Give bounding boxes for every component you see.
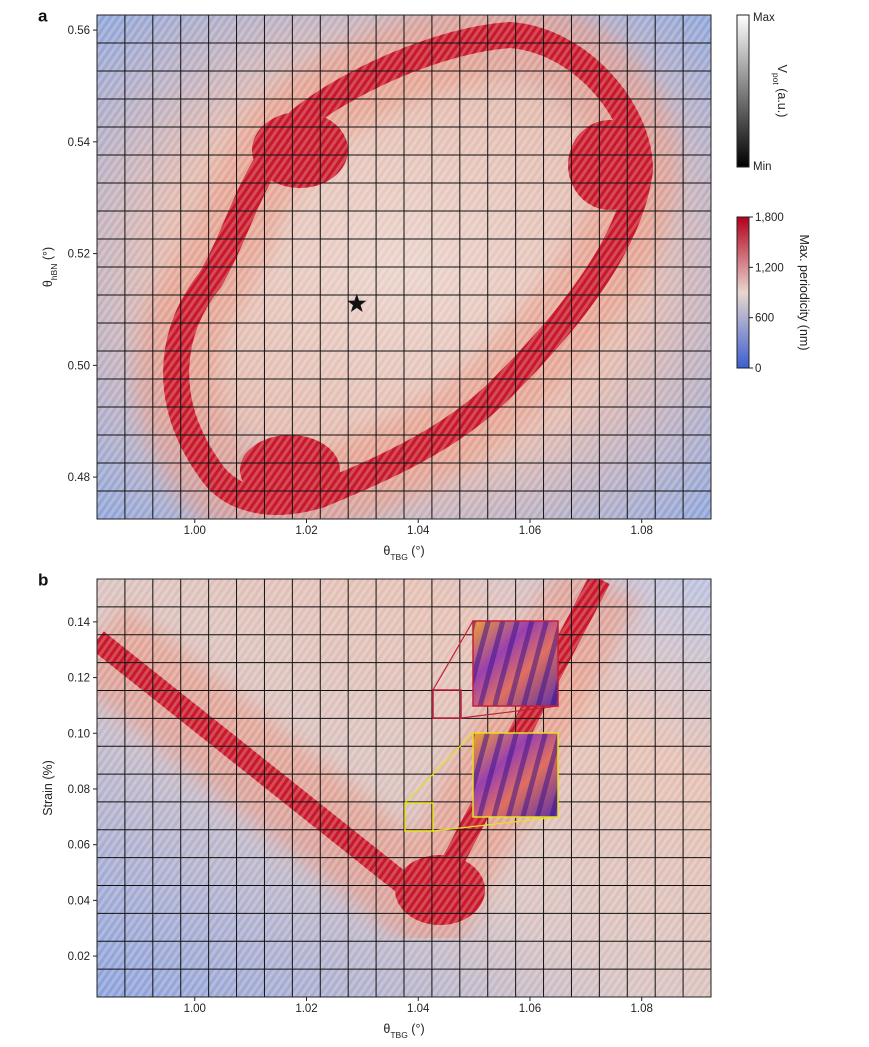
axis-label-part: (°) [41,247,55,264]
axis-label: Strain (%) [41,760,55,816]
inset [404,732,559,832]
plot-frame [96,578,712,998]
y-tick-label: 0.14 [68,617,91,629]
axis-label-part: pot [771,73,781,85]
colorbar-tick-label: 600 [755,313,774,325]
axis-label-part: TBG [390,552,407,562]
y-tick-label: 0.52 [68,249,90,261]
y-tick-label: 0.06 [68,840,90,852]
y-tick-label: 0.54 [68,137,91,149]
y-tick-label: 0.50 [68,360,90,372]
axis-label: θTBG (°) [383,1022,424,1040]
x-tick-label: 1.02 [295,1003,317,1015]
y-tick-label: 0.56 [68,25,90,37]
x-tick-label: 1.02 [295,525,317,537]
x-tick-label: 1.00 [184,1003,206,1015]
colorbar-tick-label: Max [753,12,775,24]
plot-frame [96,14,712,520]
heatmap-image [97,15,711,519]
axis-label-part: (°) [408,544,425,558]
x-tick-label: 1.04 [407,525,430,537]
x-tick-label: 1.06 [519,525,541,537]
star-marker [347,293,367,312]
axis-label: Vpot (a.u.) [771,65,789,118]
colorbar [736,14,750,168]
axis-label-part: (a.u.) [775,85,789,118]
x-tick-label: 1.00 [184,525,206,537]
y-tick-label: 0.08 [68,784,90,796]
axis-label-part: V [775,65,789,74]
colorbar-tick-label: 1,200 [755,262,784,274]
y-tick-label: 0.48 [68,472,90,484]
x-tick-label: 1.08 [631,525,653,537]
axis-label-part: θ [383,544,390,558]
axis-label-part: (°) [408,1022,425,1036]
y-tick-label: 0.04 [68,895,91,907]
panel-label: b [38,570,48,589]
axis-label-part: θ [41,280,55,287]
y-tick-label: 0.10 [68,728,90,740]
colorbar [736,216,750,369]
axis-label: Max. periodicity (nm) [797,235,811,351]
colorbar-tick-label: Min [753,161,772,173]
axis-label-part: TBG [390,1030,407,1040]
y-tick-label: 0.12 [68,673,90,685]
x-tick-label: 1.08 [631,1003,653,1015]
x-tick-label: 1.04 [407,1003,430,1015]
axis-label-part: θ [383,1022,390,1036]
heatmap-image [97,579,711,997]
inset [432,620,559,719]
x-tick-label: 1.06 [519,1003,541,1015]
colorbar-tick-label: 1,800 [755,212,784,224]
panel-label: a [38,6,48,25]
y-tick-label: 0.02 [68,951,90,963]
axis-label: θTBG (°) [383,544,424,562]
colorbar-tick-label: 0 [755,363,761,375]
axis-label-part: hBN [49,264,59,281]
axis-label: θhBN (°) [41,247,59,287]
